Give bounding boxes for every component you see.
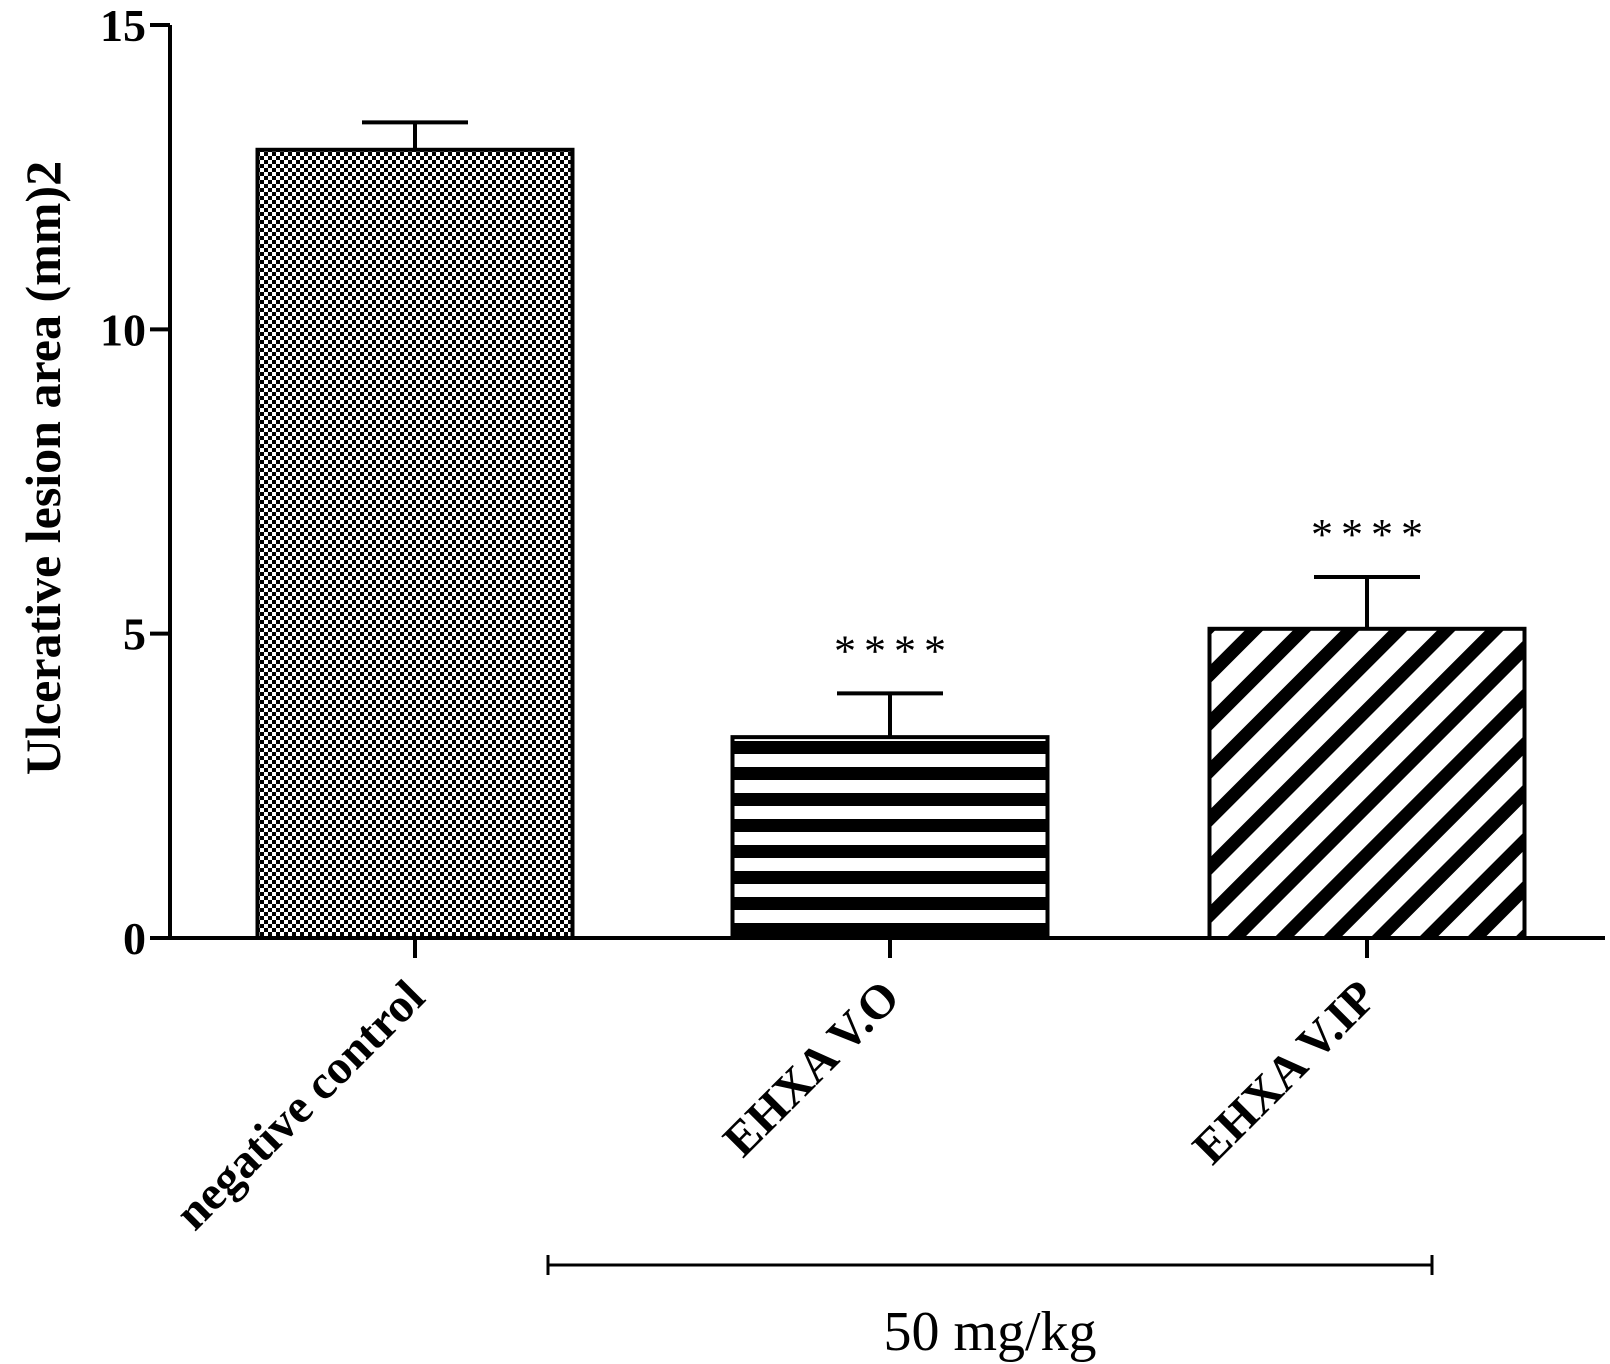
bar-ehxa-v-ip: [1207, 626, 1527, 941]
bars: [255, 147, 1527, 941]
y-tick-label-0: 0: [123, 913, 146, 964]
bar-negative-control: [255, 147, 575, 940]
bar-ehxa-v-o: [730, 735, 1050, 941]
y-tick-label-15: 15: [100, 0, 146, 51]
y-axis-title: Ulcerative lesion area (mm)2: [15, 161, 71, 775]
significance-ehxa-v-ip: ****: [1311, 510, 1431, 559]
category-label-ehxa-v-o: EHXA V.O: [713, 970, 910, 1167]
significance-ehxa-v-o: ****: [834, 626, 954, 675]
error-bars: [362, 120, 1420, 738]
category-label-ehxa-v-ip: EHXA V.IP: [1183, 970, 1387, 1174]
y-tick-label-5: 5: [123, 609, 146, 660]
y-tick-label-10: 10: [100, 304, 146, 355]
group-bracket-label: 50 mg/kg: [883, 1301, 1096, 1363]
category-label-negative-control: negative control: [165, 970, 435, 1240]
group-bracket: 50 mg/kg: [546, 1255, 1434, 1363]
